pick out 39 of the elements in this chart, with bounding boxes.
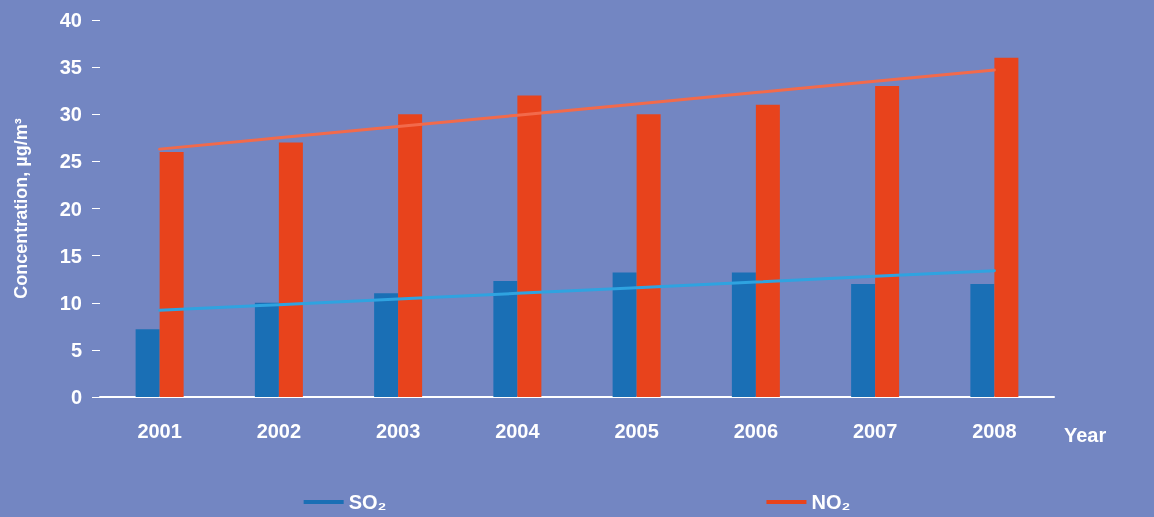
bar [755, 104, 780, 397]
y-tick-label: 10 [59, 291, 82, 314]
legend-label: NO₂ [811, 491, 851, 513]
bar [159, 151, 184, 397]
bar [278, 142, 303, 397]
y-tick-label: 0 [70, 386, 82, 408]
x-axis-title: Year [1064, 424, 1107, 446]
x-tick-label: 2006 [733, 420, 779, 442]
bar [994, 57, 1019, 397]
bar [636, 114, 661, 397]
y-axis-title: Concentration, µg/m³ [11, 118, 31, 299]
x-tick-label: 2004 [495, 420, 541, 442]
x-tick-label: 2003 [375, 420, 421, 442]
bar [851, 283, 876, 397]
bar [731, 272, 756, 397]
legend-label: SO₂ [348, 491, 387, 513]
x-tick-label: 2008 [972, 420, 1017, 442]
line-series [158, 68, 996, 151]
x-tick-label: 2001 [137, 420, 182, 442]
x-tick-label: 2007 [852, 420, 898, 442]
y-tick-label: 20 [59, 197, 82, 220]
bar [875, 85, 900, 397]
line-series [158, 269, 996, 312]
bar [398, 114, 423, 397]
y-tick-label: 25 [59, 150, 82, 173]
y-tick-label: 5 [70, 338, 82, 361]
y-tick-label: 35 [59, 56, 82, 79]
x-tick-label: 2002 [256, 420, 302, 442]
bar [970, 283, 995, 397]
y-tick-label: 15 [59, 244, 82, 267]
bar [612, 272, 637, 397]
bar [254, 302, 279, 397]
bar [517, 95, 542, 397]
bar [135, 329, 160, 397]
bar [374, 293, 399, 397]
y-tick-label: 30 [59, 103, 82, 126]
bar [493, 281, 518, 397]
y-tick-label: 40 [59, 9, 82, 31]
x-tick-label: 2005 [614, 420, 659, 442]
